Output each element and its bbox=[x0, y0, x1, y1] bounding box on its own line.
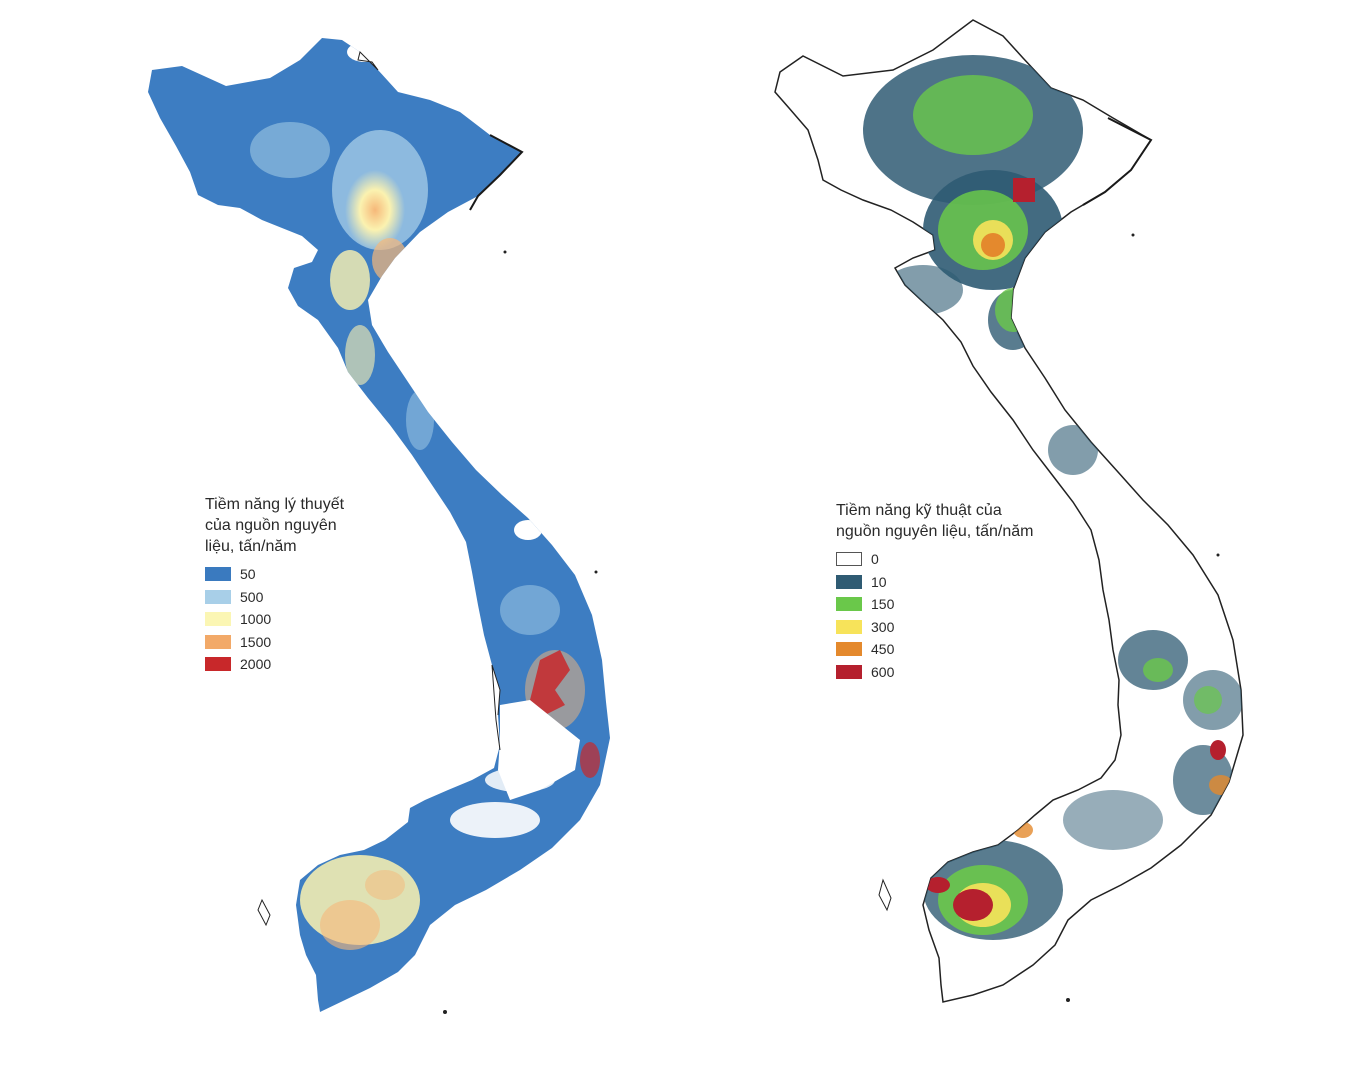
phu-quoc-island bbox=[878, 878, 892, 912]
legend-label: 450 bbox=[871, 641, 895, 658]
legend-swatch bbox=[205, 612, 231, 627]
phu-quoc-island bbox=[257, 898, 271, 927]
legend-swatch bbox=[836, 664, 862, 679]
legend-label: 600 bbox=[871, 663, 895, 680]
theoretical-potential-map bbox=[148, 38, 610, 1014]
legend-label: 500 bbox=[240, 588, 264, 605]
technical-potential-legend: Tiềm năng kỹ thuật của nguồn nguyên liệu… bbox=[836, 500, 1033, 683]
legend-label: 50 bbox=[240, 566, 256, 583]
legend-label: 0 bbox=[871, 551, 879, 568]
legend-label: 300 bbox=[871, 618, 895, 635]
legend-swatch bbox=[205, 589, 231, 604]
legend-entry: 500 bbox=[205, 586, 344, 609]
legend-entry: 150 bbox=[836, 593, 1033, 616]
legend-swatch bbox=[205, 634, 231, 649]
legend-label: 10 bbox=[871, 573, 887, 590]
legend-items: 50 500 1000 1500 2000 bbox=[205, 563, 344, 676]
legend-title: Tiềm năng lý thuyết của nguồn nguyên liệ… bbox=[205, 496, 345, 555]
legend-label: 1000 bbox=[240, 611, 272, 628]
legend-swatch bbox=[205, 567, 231, 582]
legend-label: 150 bbox=[871, 596, 895, 613]
legend-swatch bbox=[836, 574, 862, 589]
legend-swatch bbox=[836, 597, 862, 612]
legend-label: 2000 bbox=[240, 656, 272, 673]
legend-swatch bbox=[836, 619, 862, 634]
legend-swatch bbox=[836, 552, 862, 567]
legend-entry: 50 bbox=[205, 563, 344, 586]
legend-entry: 2000 bbox=[205, 653, 344, 676]
legend-items: 0 10 150 300 450 600 bbox=[836, 548, 1033, 683]
legend-title: Tiềm năng kỹ thuật của nguồn nguyên liệu… bbox=[836, 502, 1034, 540]
legend-entry: 10 bbox=[836, 571, 1033, 594]
legend-entry: 300 bbox=[836, 616, 1033, 639]
theoretical-potential-legend: Tiềm năng lý thuyết của nguồn nguyên liệ… bbox=[205, 494, 344, 676]
legend-entry: 1000 bbox=[205, 608, 344, 631]
legend-label: 1500 bbox=[240, 633, 272, 650]
technical-potential-map bbox=[774, 19, 1244, 1003]
legend-swatch bbox=[836, 642, 862, 657]
legend-entry: 1500 bbox=[205, 631, 344, 654]
potential-raster bbox=[250, 42, 600, 950]
legend-entry: 600 bbox=[836, 661, 1033, 684]
legend-entry: 450 bbox=[836, 638, 1033, 661]
legend-entry: 0 bbox=[836, 548, 1033, 571]
legend-swatch bbox=[205, 657, 231, 672]
